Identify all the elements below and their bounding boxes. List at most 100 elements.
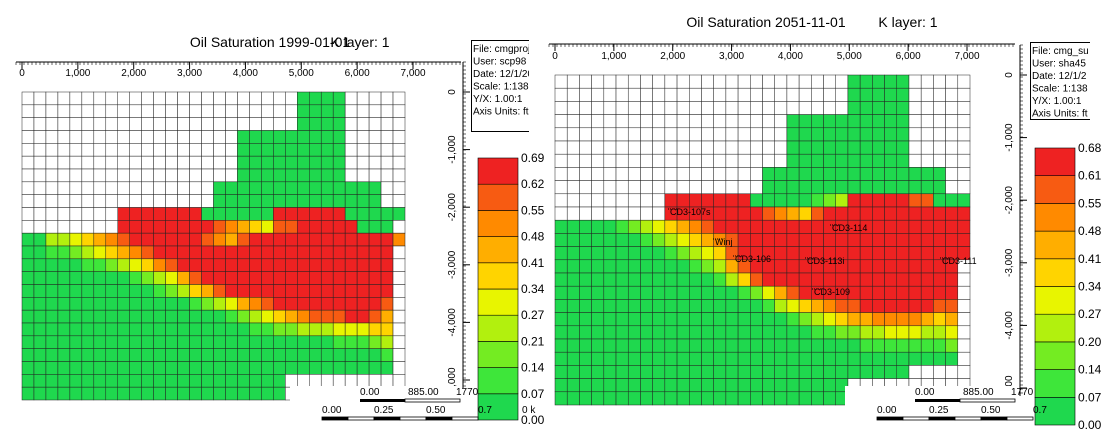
grid-cell — [249, 258, 262, 272]
grid-cell — [285, 258, 298, 272]
grid-cell — [579, 114, 592, 129]
grid-cell — [713, 246, 727, 261]
grid-cell — [896, 167, 910, 181]
grid-cell — [798, 219, 812, 234]
grid-cell — [676, 114, 690, 129]
grid-cell — [261, 232, 274, 247]
grid-cell — [201, 117, 214, 131]
grid-cell — [45, 335, 59, 349]
grid-cell — [786, 114, 800, 129]
grid-cell — [603, 219, 617, 234]
scale-label: 885.00 — [963, 387, 994, 398]
grid-cell — [129, 168, 142, 183]
grid-cell — [554, 114, 568, 129]
grid-cell — [237, 258, 250, 272]
grid-cell — [93, 91, 107, 106]
grid-cell — [615, 259, 629, 274]
grid-cell — [566, 299, 580, 313]
grid-cell — [81, 130, 95, 144]
grid-cell — [676, 272, 690, 287]
grid-cell — [344, 194, 358, 208]
grid-cell — [45, 245, 59, 260]
grid-cell — [872, 74, 885, 89]
legend-swatch — [477, 157, 519, 185]
grid-cell — [786, 299, 800, 313]
grid-cell — [297, 155, 310, 170]
grid-cell — [811, 206, 824, 221]
grid-cell — [332, 335, 346, 349]
grid-cell — [189, 271, 202, 285]
grid-cell — [750, 114, 763, 129]
grid-cell — [652, 365, 666, 379]
grid-cell — [884, 101, 898, 115]
grid-cell — [297, 361, 310, 375]
grid-cell — [615, 378, 629, 393]
grid-cell — [591, 351, 605, 366]
grid-cell — [701, 140, 714, 155]
grid-cell — [847, 259, 861, 274]
grid-cell — [69, 386, 83, 401]
grid-cell — [823, 153, 836, 168]
grid-cell — [105, 335, 118, 349]
grid-cell — [896, 233, 910, 247]
grid-cell — [640, 391, 653, 406]
grid-cell — [676, 246, 690, 261]
grid-cell — [566, 193, 580, 208]
grid-cell — [689, 272, 702, 287]
grid-cell — [884, 167, 898, 181]
grid-cell — [859, 299, 873, 313]
grid-cell — [105, 297, 118, 311]
grid-cell — [392, 168, 406, 183]
grid-cell — [689, 351, 702, 366]
grid-cell — [380, 91, 394, 106]
legend-swatch — [1034, 258, 1076, 287]
grid-cell — [811, 114, 824, 129]
grid-cell — [896, 140, 910, 155]
grid-cell — [640, 193, 653, 208]
grid-cell — [141, 271, 154, 285]
grid-cell — [847, 233, 861, 247]
grid-cell — [201, 232, 214, 247]
grid-cell — [554, 180, 568, 195]
grid-cell — [725, 193, 739, 208]
grid-cell — [45, 91, 59, 106]
grid-cell — [141, 335, 154, 349]
grid-cell — [273, 258, 286, 272]
grid-cell — [225, 194, 238, 208]
grid-cell — [811, 219, 824, 234]
grid-cell — [774, 299, 788, 313]
grid-cell — [920, 338, 934, 353]
grid-cell — [368, 194, 382, 208]
grid-cell — [774, 312, 788, 327]
grid-cell — [933, 233, 946, 247]
grid-cell — [676, 285, 690, 300]
grid-cell — [798, 338, 812, 353]
grid-cell — [579, 127, 592, 142]
x-tick-label: 0 — [19, 68, 25, 79]
grid-cell — [725, 219, 739, 234]
grid-cell — [676, 127, 690, 142]
grid-cell — [945, 127, 959, 142]
grid-cell — [701, 391, 714, 406]
grid-cell — [811, 299, 824, 313]
legend-swatch — [1034, 147, 1076, 177]
grid-cell — [261, 309, 274, 324]
grid-cell — [141, 348, 154, 362]
grid-cell — [579, 351, 592, 366]
panel-title: Oil Saturation 1999-01-01 — [190, 34, 351, 50]
y-tick-label: -3,000 — [447, 250, 458, 279]
scale-label: 0.00 — [915, 387, 935, 398]
scale-label: 0.00 — [322, 405, 342, 416]
grid-cell — [945, 312, 959, 327]
grid-cell — [933, 325, 946, 340]
grid-cell — [57, 386, 71, 401]
grid-cell — [105, 143, 118, 157]
grid-cell — [835, 299, 849, 313]
grid-cell — [368, 348, 382, 362]
grid-cell — [93, 361, 107, 375]
grid-cell — [261, 143, 274, 157]
grid-cell — [93, 386, 107, 401]
grid-cell — [957, 272, 971, 287]
grid-cell — [165, 155, 178, 170]
